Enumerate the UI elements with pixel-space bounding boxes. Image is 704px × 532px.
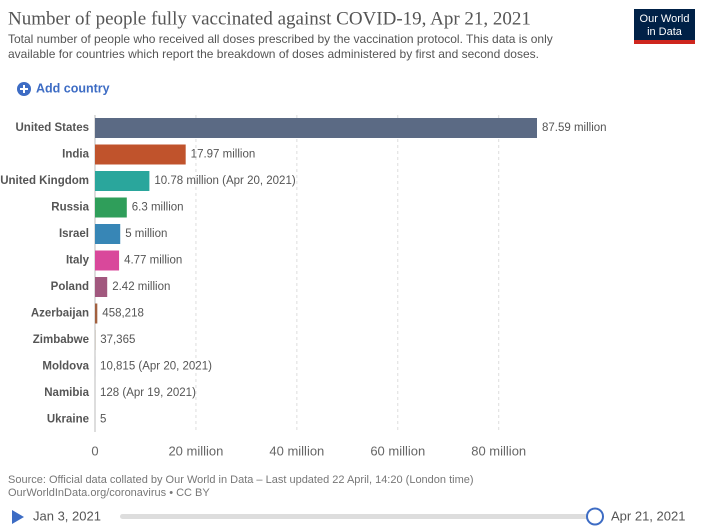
value-label: 10.78 million (Apr 20, 2021) <box>154 175 295 187</box>
category-label: Moldova <box>42 361 89 373</box>
subtitle: Total number of people who received all … <box>8 32 553 46</box>
bar <box>95 250 120 271</box>
bar <box>95 277 108 297</box>
value-label: 4.77 million <box>124 255 182 267</box>
bar <box>95 171 150 191</box>
x-tick-label: 40 million <box>269 443 324 458</box>
category-label: India <box>62 149 89 161</box>
timeline-handle[interactable] <box>586 507 604 526</box>
category-label: Zimbabwe <box>33 334 89 346</box>
bar <box>95 118 537 138</box>
timeline-end: Apr 21, 2021 <box>611 508 685 523</box>
category-label: United Kingdom <box>0 175 89 187</box>
value-label: 6.3 million <box>132 202 184 214</box>
value-label: 458,218 <box>102 308 144 320</box>
value-label: 10,815 (Apr 20, 2021) <box>100 361 212 373</box>
category-label: United States <box>16 122 90 134</box>
value-label: 2.42 million <box>112 281 170 293</box>
logo-text: in Data <box>647 26 683 38</box>
add-country-button[interactable]: Add country <box>17 81 110 96</box>
subtitle: available for countries which report the… <box>8 47 539 61</box>
bar <box>95 224 121 244</box>
category-label: Israel <box>59 228 89 240</box>
logo-bar <box>634 40 695 44</box>
source: Source: Official data collated by Our Wo… <box>8 474 474 486</box>
value-label: 5 million <box>125 228 167 240</box>
bar <box>95 144 186 165</box>
chart-title: Number of people fully vaccinated agains… <box>8 8 531 29</box>
value-label: 37,365 <box>100 334 135 346</box>
x-tick-label: 60 million <box>370 443 425 458</box>
value-label: 87.59 million <box>542 122 607 134</box>
bar <box>95 303 98 324</box>
category-label: Italy <box>66 255 90 267</box>
source: OurWorldInData.org/coronavirus • CC BY <box>8 487 210 499</box>
add-icon-plus <box>20 85 28 93</box>
bar <box>95 197 127 218</box>
x-tick-label: 0 <box>91 443 98 458</box>
category-label: Ukraine <box>47 414 89 426</box>
timeline-track[interactable] <box>120 514 595 519</box>
logo-box[interactable] <box>634 9 695 44</box>
x-tick-label: 80 million <box>471 443 526 458</box>
category-label: Poland <box>51 281 89 293</box>
category-label: Russia <box>51 202 89 214</box>
add-country[interactable]: Add country <box>36 81 110 95</box>
logo-text: Our World <box>640 13 690 25</box>
value-label: 5 <box>100 414 106 426</box>
x-tick-label: 20 million <box>168 443 223 458</box>
play-button[interactable] <box>12 510 24 524</box>
category-label: Namibia <box>44 387 89 399</box>
value-label: 128 (Apr 19, 2021) <box>100 387 196 399</box>
timeline-start: Jan 3, 2021 <box>33 508 101 523</box>
category-label: Azerbaijan <box>31 308 89 320</box>
value-label: 17.97 million <box>191 149 256 161</box>
